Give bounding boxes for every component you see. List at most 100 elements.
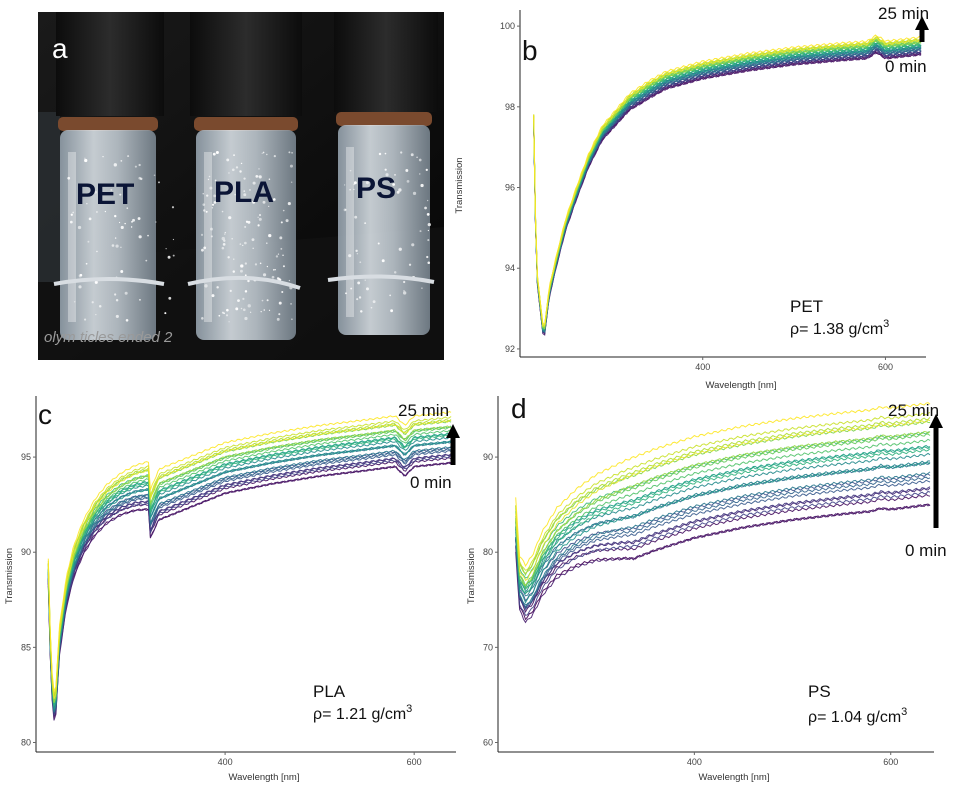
series-line [515,417,931,575]
y-axis-title: Transmission [466,548,477,604]
series-line [47,433,452,705]
time-arrow-icon [915,16,929,30]
series-line [533,36,922,327]
vial-pla [190,12,302,340]
series-line [47,449,452,713]
x-axis-title: Wavelength [nm] [706,380,777,391]
series-line [533,48,922,334]
density-label: ρ= 1.04 g/cm3 [808,706,907,726]
series-line [533,37,922,327]
series-line [515,473,931,602]
time-start-label: 0 min [410,473,452,492]
y-tick-label: 70 [483,642,493,652]
series-line [47,429,452,703]
vial-label-pet: PET [76,178,134,211]
density-exponent: 3 [883,318,889,330]
y-tick-label: 92 [505,344,515,354]
y-axis-title: Transmission [454,157,465,213]
vial-ps [334,12,438,335]
vial-pet [56,12,164,340]
series-line [47,446,452,713]
series-line [47,425,452,704]
vial-label-ps: PS [356,172,396,205]
x-tick-label: 600 [883,757,898,767]
series-line [515,490,931,616]
series-line [515,419,931,582]
chart-b: 92 94 96 98 100 400 600 Wavelength [nm] Transmis… [454,4,929,391]
panel-letter-b: b [522,35,538,66]
y-tick-label: 90 [21,547,31,557]
y-tick-label: 94 [505,263,515,273]
series-line [533,51,922,335]
time-start-label: 0 min [885,57,927,76]
series-line [533,34,922,326]
series-line [515,503,931,621]
time-end-label: 25 min [398,401,449,420]
series-line [533,44,922,330]
polymer-label: PS [808,682,831,701]
y-tick-label: 98 [505,102,515,112]
polymer-label: PLA [313,682,346,701]
series-line [515,471,931,606]
y-tick-label: 100 [500,21,515,31]
series-line [47,416,452,695]
series-line [515,402,931,567]
vials-photo: a PET PLA PS olym ticles ended 2 [38,12,444,360]
series-line [47,411,452,694]
y-tick-label: 95 [21,452,31,462]
series-line [47,436,452,706]
photo-caption-fragment: olym ticles ended 2 [44,329,173,346]
density-label: ρ= 1.38 g/cm3 [790,318,889,338]
panel-letter-a: a [52,33,68,64]
series-line [533,52,922,336]
series-line [533,42,922,331]
series-line [515,460,931,597]
series-line [533,39,922,328]
series-line [533,44,922,333]
series-line [515,479,931,611]
series-line [533,42,922,330]
time-end-label: 25 min [878,4,929,23]
series-line [533,45,922,333]
series-line [533,48,922,333]
series-line [533,40,922,330]
series-line [515,461,931,604]
series-group [47,411,452,721]
series-line [533,50,922,335]
time-end-label: 25 min [888,401,939,420]
x-tick-label: 600 [878,362,893,372]
series-line [47,461,452,721]
x-tick-label: 400 [218,757,233,767]
time-arrow-icon [446,424,460,438]
series-line [533,39,922,329]
series-line [47,419,452,699]
series-line [533,49,922,333]
x-tick-label: 600 [407,757,422,767]
series-line [515,476,931,609]
series-line [47,434,452,707]
series-line [515,438,931,590]
y-tick-label: 90 [483,452,493,462]
series-line [533,40,922,329]
series-line [533,48,922,334]
time-start-label: 0 min [905,541,947,560]
series-line [515,448,931,594]
series-line [515,486,931,609]
polymer-label: PET [790,297,823,316]
y-tick-label: 80 [21,737,31,747]
series-line [47,441,452,707]
x-axis-title: Wavelength [nm] [699,772,770,783]
y-tick-label: 96 [505,183,515,193]
series-line [533,38,922,328]
y-tick-label: 85 [21,642,31,652]
series-line [533,42,922,330]
y-tick-label: 80 [483,547,493,557]
density-exponent: 3 [406,703,412,715]
series-group [515,402,931,624]
series-line [515,446,931,591]
series-line [47,440,452,712]
series-line [533,46,922,332]
density-value: ρ= 1.21 g/cm [313,706,406,723]
series-line [515,411,931,571]
